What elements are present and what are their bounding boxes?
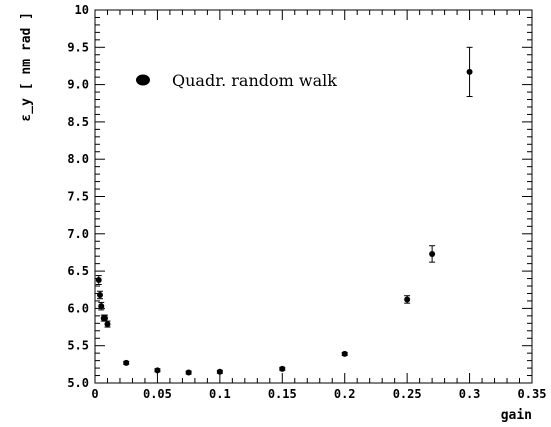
y-tick-label: 5.5 — [67, 339, 89, 353]
x-tick-label: 0.1 — [209, 387, 231, 401]
axes — [94, 9, 533, 384]
y-tick-label: 6.5 — [67, 264, 89, 278]
data-marker — [341, 350, 348, 357]
data-point — [279, 365, 286, 372]
data-marker — [154, 367, 161, 374]
data-marker — [466, 68, 473, 75]
data-point — [466, 46, 473, 98]
data-point — [154, 367, 161, 374]
data-point — [216, 368, 223, 375]
x-tick-label: 0.15 — [268, 387, 297, 401]
y-tick-label: 7.5 — [67, 190, 89, 204]
y-tick-label: 8.5 — [67, 115, 89, 129]
data-marker — [404, 296, 411, 303]
data-marker — [123, 359, 130, 366]
ticks — [94, 9, 533, 384]
data-marker — [429, 250, 436, 257]
data-point — [95, 275, 102, 286]
data-points — [95, 46, 473, 376]
data-point — [123, 359, 130, 366]
y-tick-label: 5.0 — [67, 376, 89, 390]
data-point — [404, 295, 411, 304]
x-tick-label: 0.35 — [518, 387, 547, 401]
x-tick-label: 0.3 — [459, 387, 481, 401]
y-tick-label: 9.5 — [67, 40, 89, 54]
data-point — [98, 301, 105, 311]
data-point — [341, 350, 348, 357]
legend: Quadr. random walk — [136, 71, 337, 90]
data-marker — [216, 368, 223, 375]
data-point — [96, 290, 103, 300]
data-point — [101, 314, 108, 322]
x-tick-label: 0.2 — [334, 387, 356, 401]
y-tick-label: 7.0 — [67, 227, 89, 241]
legend-label: Quadr. random walk — [172, 71, 337, 90]
data-point — [429, 245, 436, 263]
legend-marker — [136, 74, 150, 86]
data-marker — [95, 277, 102, 284]
x-tick-label: 0 — [91, 387, 98, 401]
plot-frame — [94, 9, 533, 384]
y-tick-label: 8.0 — [67, 152, 89, 166]
data-point — [104, 320, 111, 328]
tick-labels: 0 0.05 0.1 0.15 0.2 0.25 0.3 0.35 5.0 5.5 6.0 6.5 7.… — [67, 3, 546, 401]
data-marker — [279, 365, 286, 372]
y-tick-label: 6.0 — [67, 301, 89, 315]
data-marker — [96, 291, 103, 298]
y-axis-title: ε_y [ nm rad ] — [19, 12, 34, 122]
y-tick-label: 9.0 — [67, 78, 89, 92]
data-marker — [101, 315, 108, 322]
x-axis-title: gain — [501, 408, 532, 423]
y-tick-label: 10 — [75, 3, 89, 17]
data-marker — [98, 303, 105, 310]
x-tick-label: 0.25 — [393, 387, 422, 401]
x-tick-label: 0.05 — [143, 387, 172, 401]
data-marker — [185, 369, 192, 376]
data-point — [185, 369, 192, 376]
data-marker — [104, 321, 111, 328]
